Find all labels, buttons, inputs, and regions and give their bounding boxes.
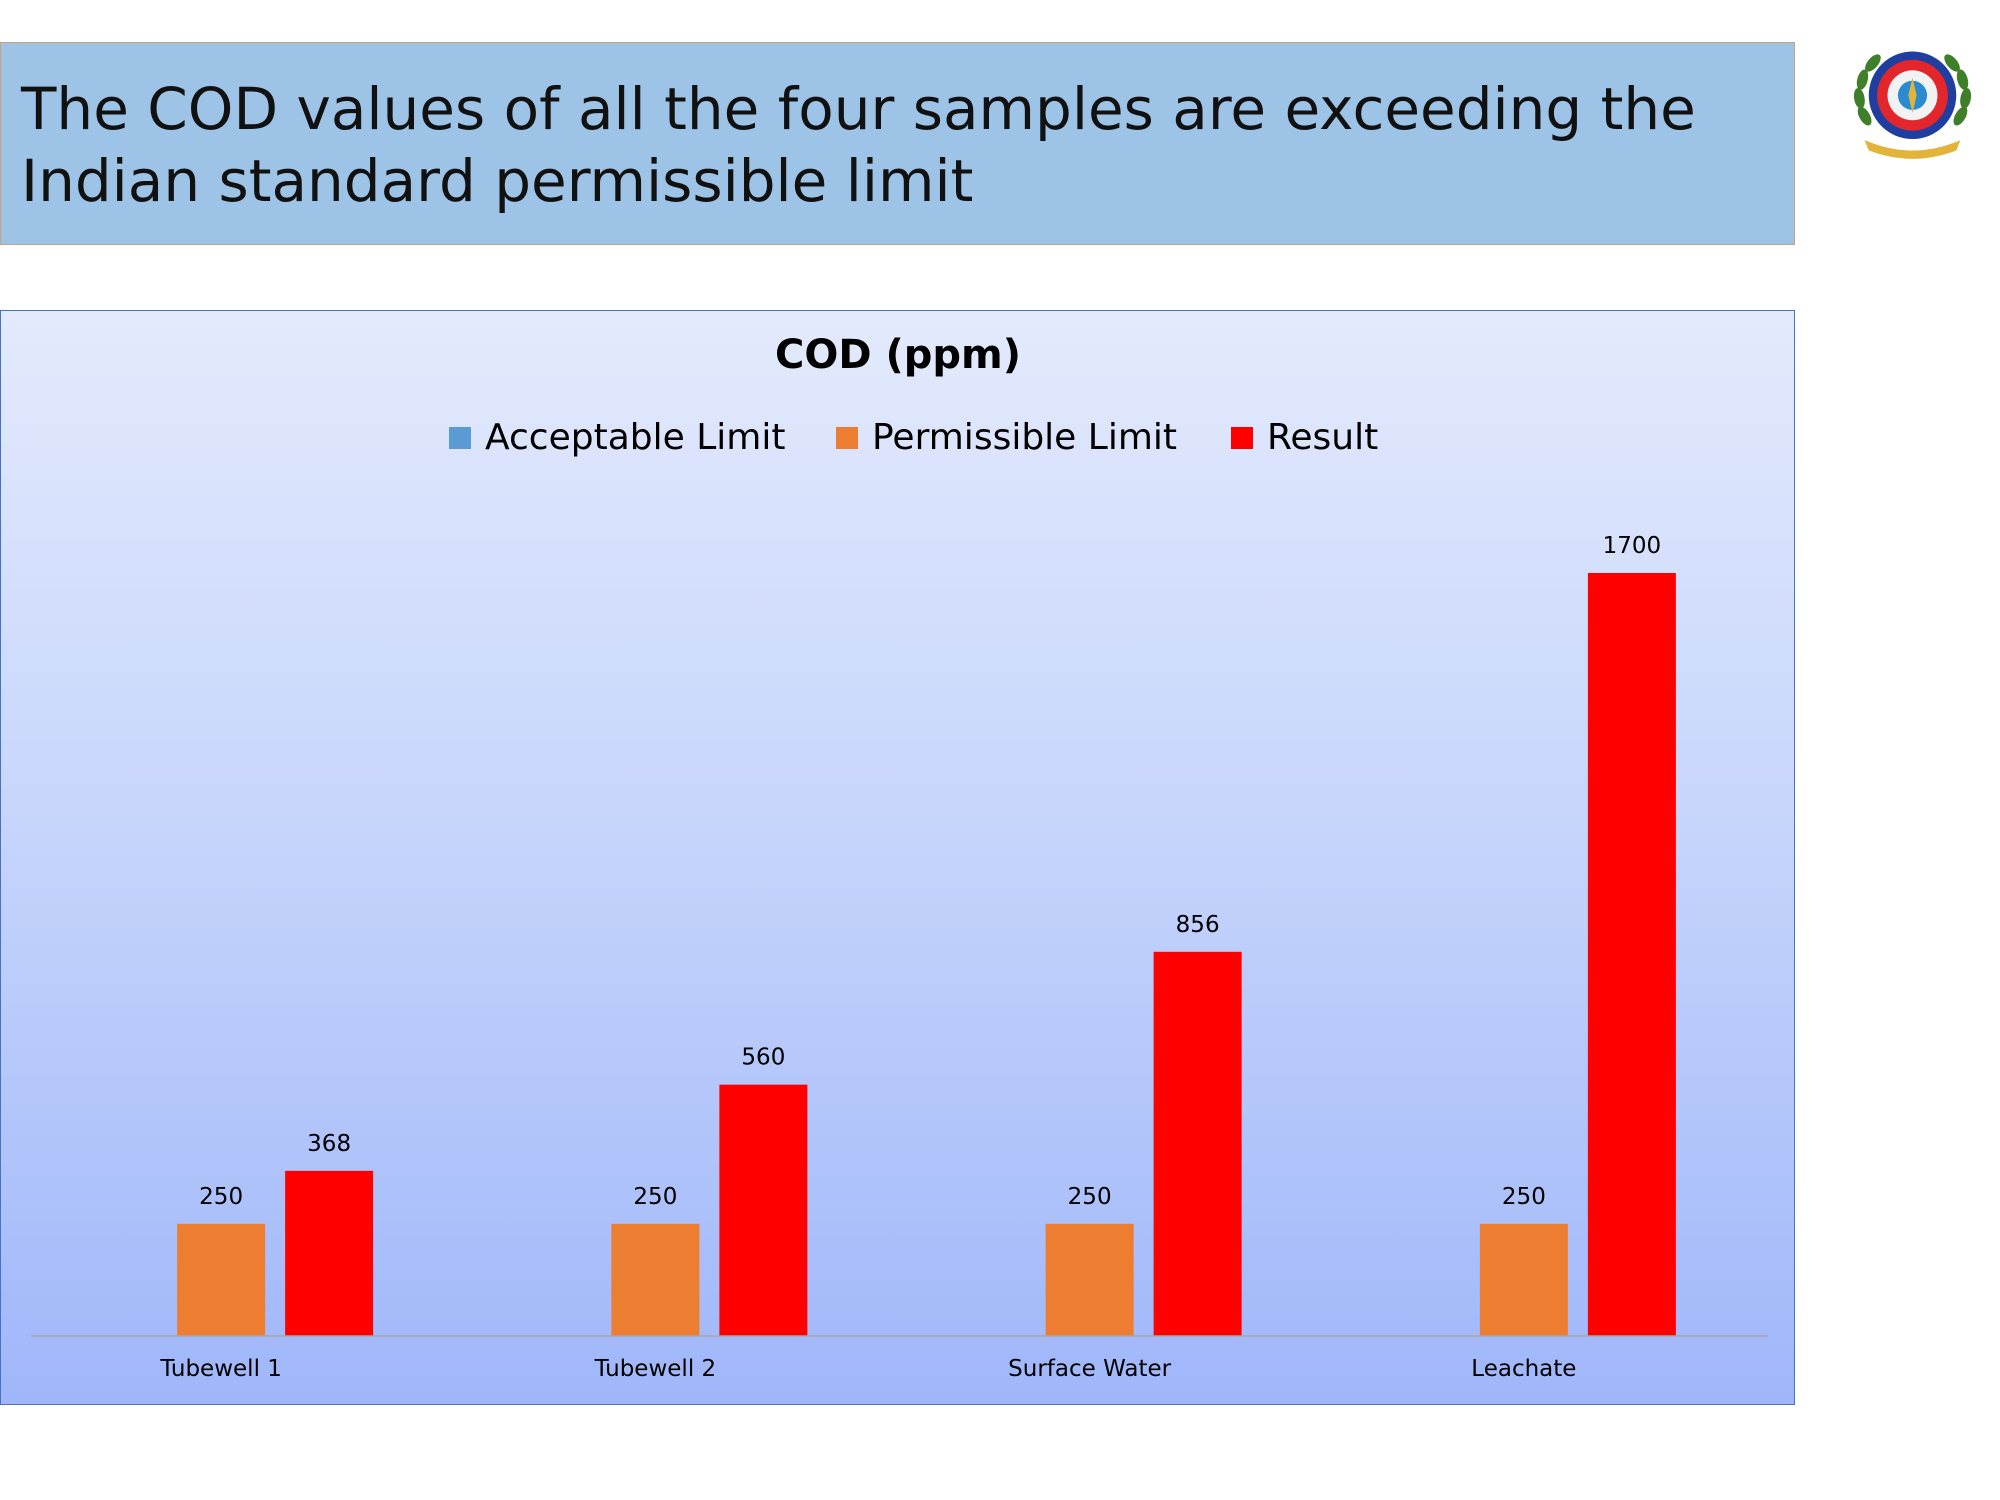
data-label: 560 bbox=[741, 1045, 785, 1071]
bar-result bbox=[719, 1084, 808, 1336]
legend-swatch bbox=[1231, 427, 1253, 449]
legend-swatch bbox=[836, 427, 858, 449]
legend-label: Acceptable Limit bbox=[485, 417, 785, 458]
chart-title: COD (ppm) bbox=[775, 332, 1021, 378]
bar-permissible-limit bbox=[1045, 1223, 1134, 1336]
data-label: 250 bbox=[199, 1184, 243, 1210]
bar-result bbox=[1153, 951, 1242, 1336]
chart-legend: Acceptable Limit Permissible Limit Result bbox=[449, 417, 1378, 458]
legend-item: Result bbox=[1231, 417, 1378, 458]
data-label: 250 bbox=[1068, 1184, 1112, 1210]
category-label: Tubewell 1 bbox=[159, 1356, 282, 1382]
slide-headline: The COD values of all the four samples a… bbox=[21, 75, 1696, 215]
category-label: Surface Water bbox=[1008, 1356, 1171, 1382]
data-label: 856 bbox=[1176, 912, 1220, 938]
chart-panel: COD (ppm) Acceptable Limit Permissible Li… bbox=[0, 310, 1795, 1405]
data-label: 250 bbox=[633, 1184, 677, 1210]
data-label: 368 bbox=[307, 1131, 351, 1157]
headline-box: The COD values of all the four samples a… bbox=[0, 42, 1795, 245]
cod-bar-chart: COD (ppm) Acceptable Limit Permissible Li… bbox=[31, 332, 1768, 1382]
legend-label: Permissible Limit bbox=[872, 417, 1177, 458]
category-label: Tubewell 2 bbox=[594, 1356, 717, 1382]
bar-result bbox=[1587, 573, 1676, 1336]
bar-permissible-limit bbox=[611, 1223, 700, 1336]
legend-label: Result bbox=[1267, 417, 1378, 458]
bar-permissible-limit bbox=[1479, 1223, 1568, 1336]
bar-permissible-limit bbox=[177, 1223, 266, 1336]
legend-swatch bbox=[449, 427, 471, 449]
university-seal-icon bbox=[1853, 51, 1972, 159]
legend-item: Acceptable Limit bbox=[449, 417, 785, 458]
data-label: 250 bbox=[1502, 1184, 1546, 1210]
category-label: Leachate bbox=[1471, 1356, 1576, 1382]
data-label: 1700 bbox=[1603, 533, 1662, 559]
legend-item: Permissible Limit bbox=[836, 417, 1177, 458]
category-labels: Tubewell 1 Tubewell 2 Surface Water Leachat… bbox=[159, 1356, 1576, 1382]
chart-bars: 250 368 250 560 250 856 250 1700 bbox=[177, 533, 1676, 1336]
bar-result bbox=[285, 1170, 374, 1336]
